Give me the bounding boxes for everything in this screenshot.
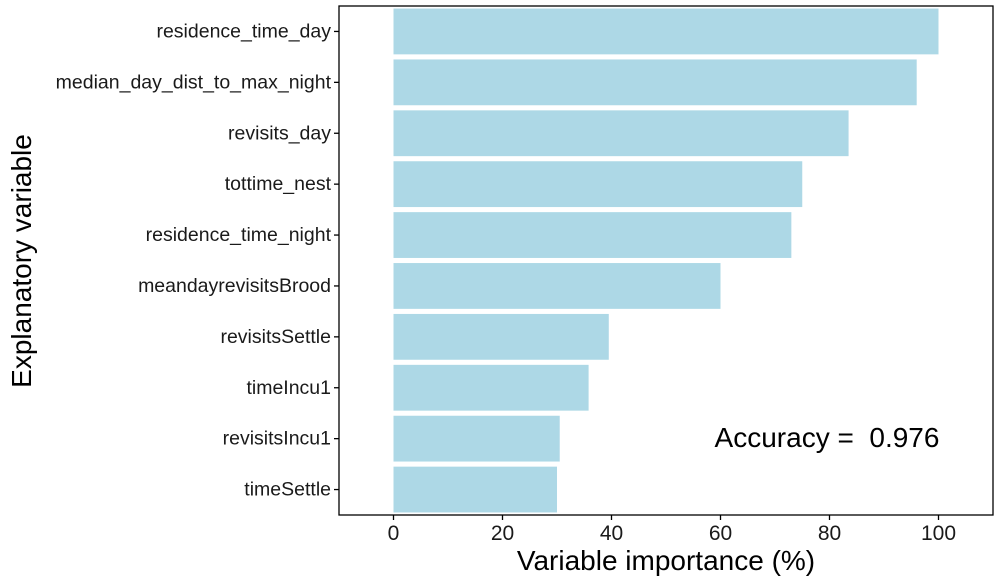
bar-median_day_dist_to_max_night: [393, 59, 917, 106]
plot-frame: [338, 5, 994, 516]
x-axis-title: Variable importance (%): [517, 545, 815, 576]
x-tick-label: 100: [921, 522, 956, 545]
bar-timeIncu1: [393, 364, 589, 411]
y-tick-label: revisitsIncu1: [223, 428, 331, 450]
bar-revisitsIncu1: [393, 415, 560, 462]
x-tick-label: 80: [818, 522, 841, 545]
bar-residence_time_night: [393, 212, 792, 258]
bar-meandayrevisitsBrood: [393, 263, 721, 309]
y-tick-label: meandayrevisitsBrood: [138, 275, 331, 297]
y-tick-label: revisits_day: [228, 122, 331, 144]
y-tick-label: residence_time_night: [146, 224, 332, 246]
y-tick-label: residence_time_day: [156, 20, 331, 42]
x-tick-label: 40: [600, 522, 623, 545]
bars-layer: [393, 8, 939, 513]
y-tick-label: tottime_nest: [225, 173, 332, 195]
x-tick-label: 0: [388, 522, 400, 545]
bar-residence_time_day: [393, 8, 939, 55]
x-axis: 0 20 40 60 80 100: [388, 515, 956, 545]
y-axis: residence_time_day median_day_dist_to_max…: [56, 20, 339, 501]
bar-revisits_day: [393, 110, 849, 157]
bar-revisitsSettle: [393, 313, 609, 360]
y-tick-label: timeIncu1: [246, 377, 331, 399]
x-tick-label: 20: [491, 522, 514, 545]
accuracy-annotation: Accuracy = 0.976: [715, 422, 940, 453]
y-tick-label: median_day_dist_to_max_night: [56, 71, 332, 93]
bar-tottime_nest: [393, 161, 803, 208]
y-tick-label: timeSettle: [244, 479, 331, 501]
x-tick-label: 60: [709, 522, 732, 545]
y-tick-label: revisitsSettle: [220, 326, 331, 348]
y-axis-title: Explanatory variable: [6, 134, 37, 388]
bar-timeSettle: [393, 466, 557, 513]
